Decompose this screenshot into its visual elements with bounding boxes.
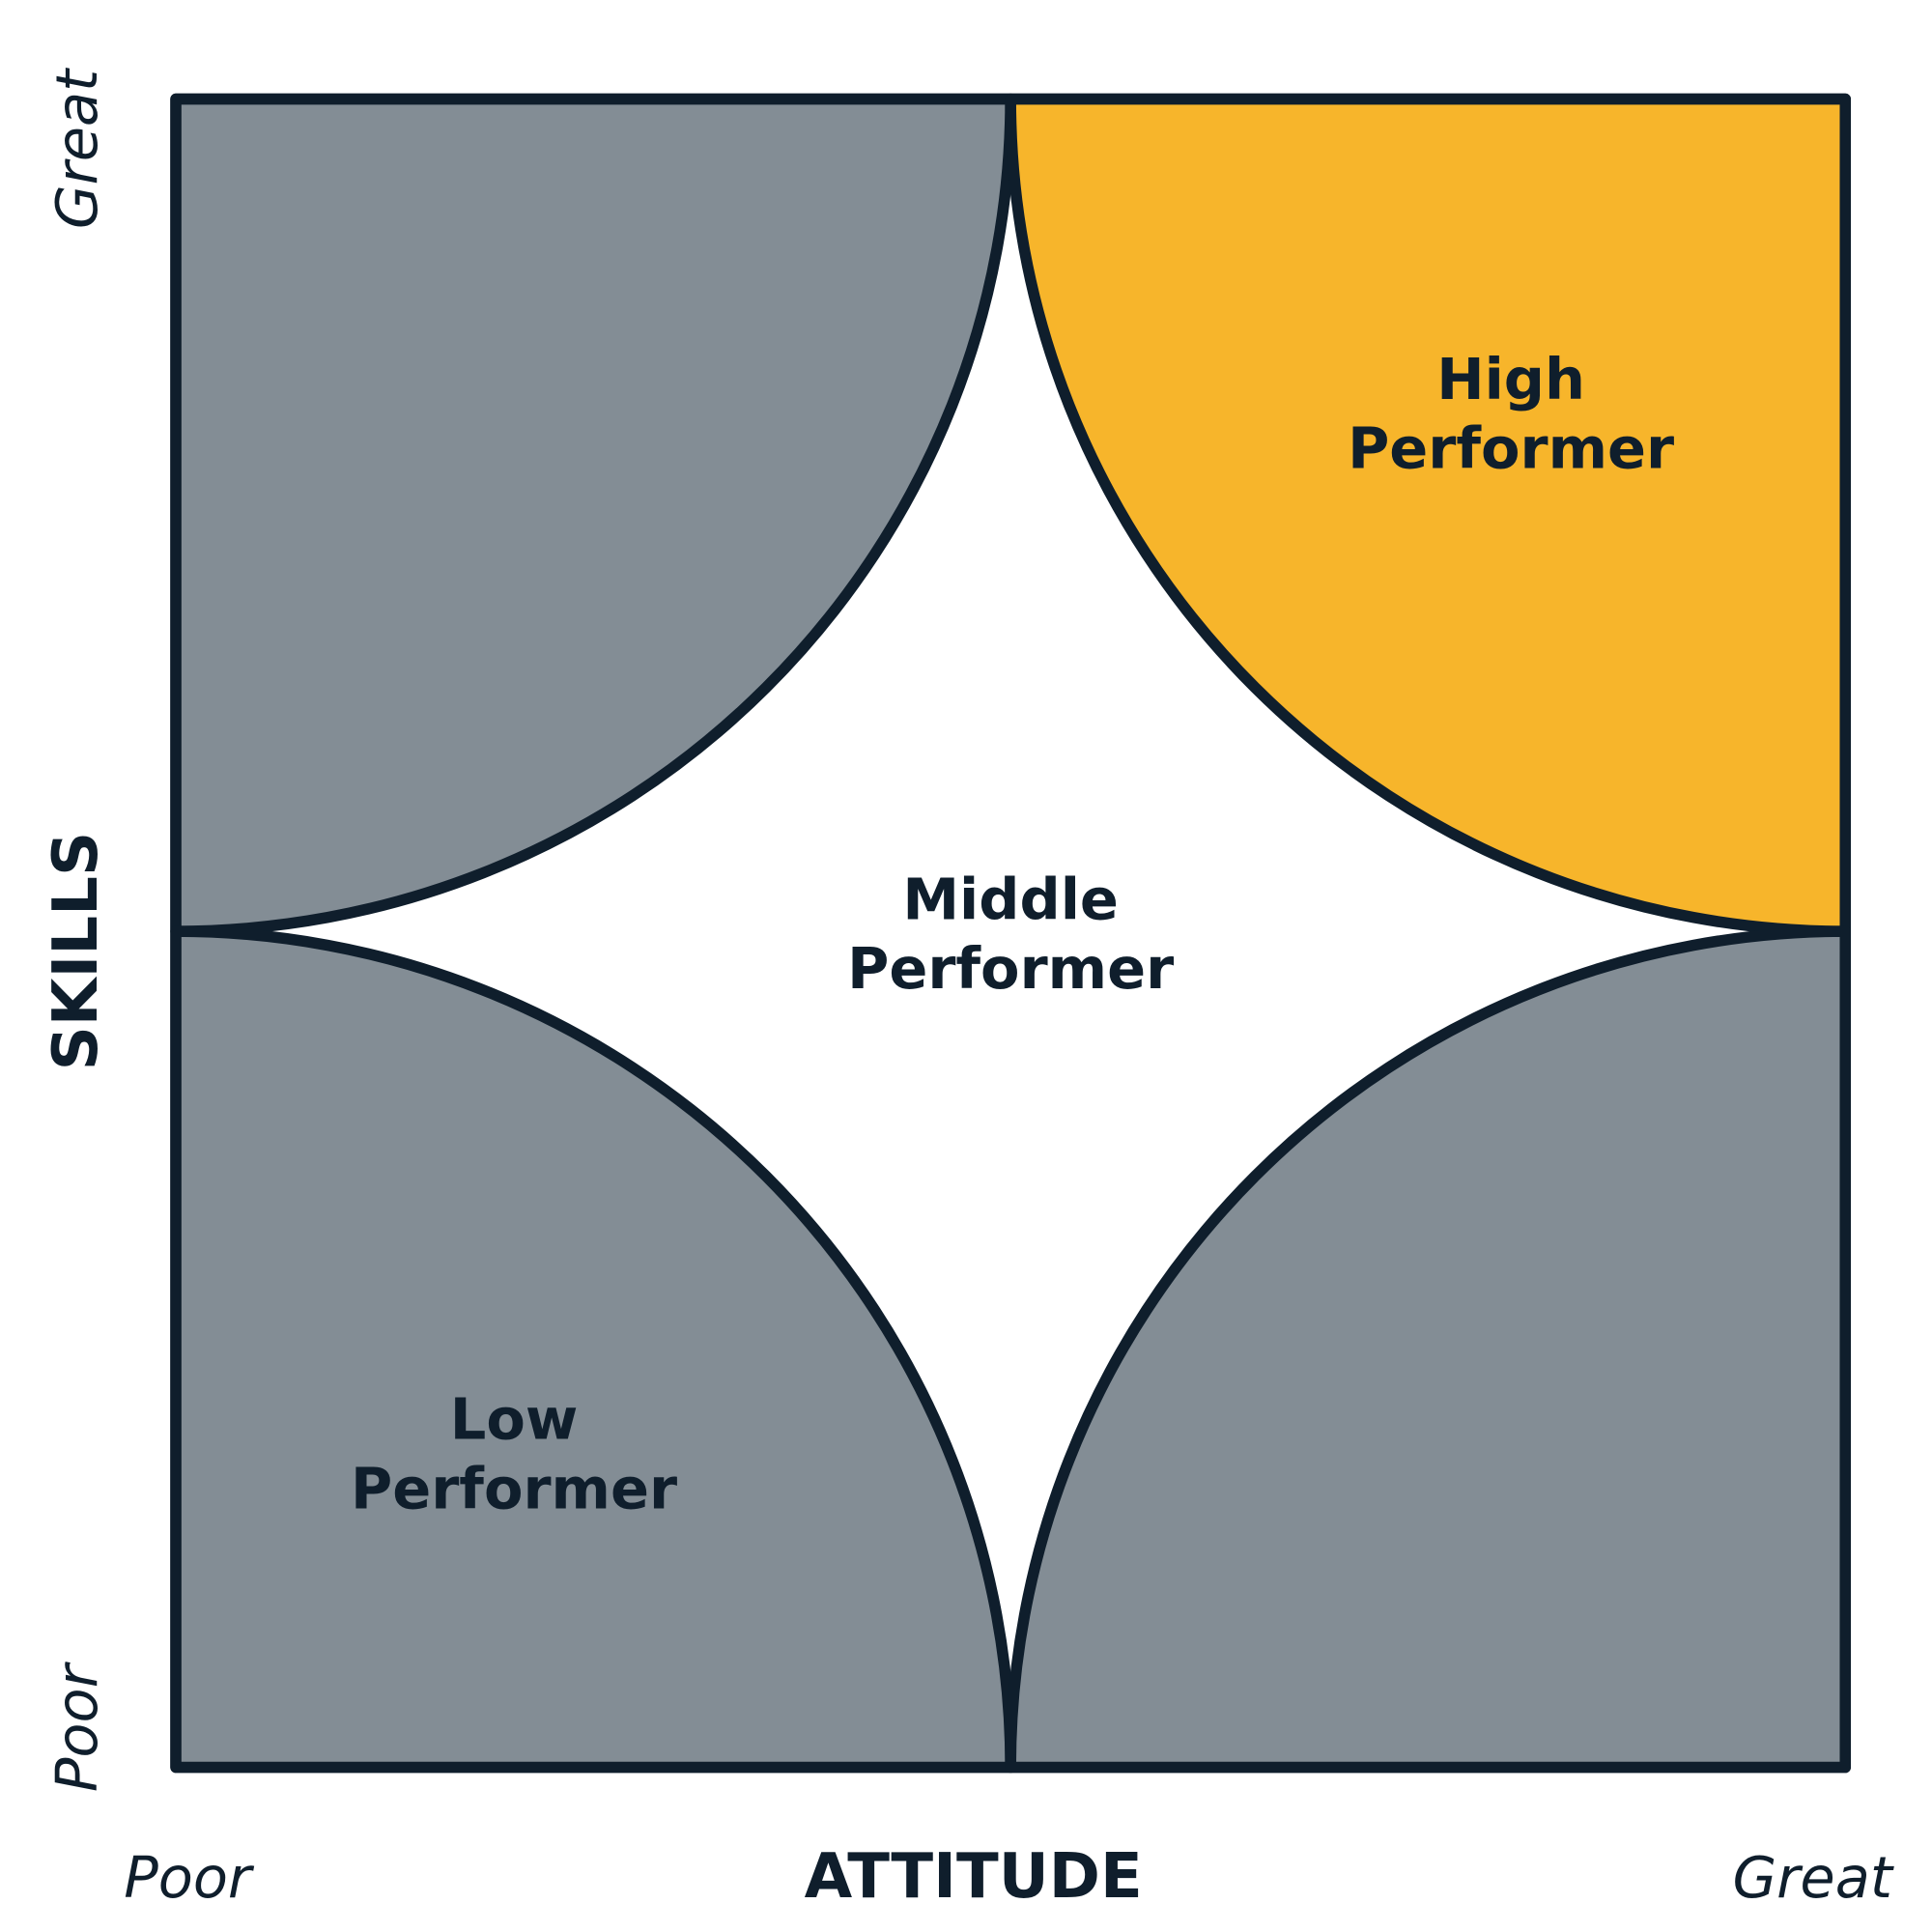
- region-label: Middle: [902, 866, 1119, 932]
- region-label: Low: [450, 1386, 579, 1453]
- x-axis-high: Great: [1732, 1844, 1893, 1911]
- x-axis-low: Poor: [124, 1844, 255, 1911]
- region-label: Performer: [847, 935, 1174, 1002]
- y-axis-label: SKILLS: [41, 832, 112, 1071]
- quadrant-high: [1005, 93, 1852, 937]
- quadrant-bottom-right: [1005, 925, 1852, 1774]
- y-axis-high: Great: [43, 68, 110, 229]
- y-axis-low: Poor: [43, 1661, 110, 1792]
- region-label: Performer: [351, 1456, 677, 1522]
- region-label: Performer: [1348, 415, 1674, 482]
- region-label: High: [1436, 346, 1585, 412]
- quadrant-top-left: [170, 93, 1016, 937]
- x-axis-label: ATTITUDE: [805, 1841, 1143, 1913]
- quadrant-low: [170, 925, 1016, 1774]
